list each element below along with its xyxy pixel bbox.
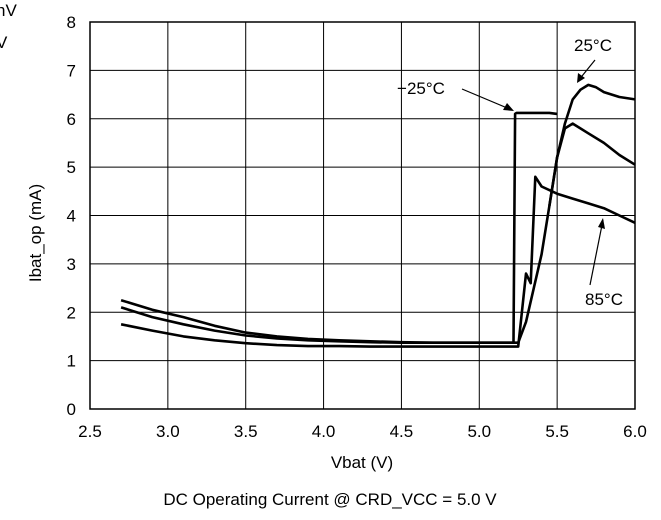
x-tick-label: 5.5 — [545, 422, 569, 441]
annotation-label-85: 85°C — [585, 290, 623, 309]
x-tick-label: 4.0 — [312, 422, 336, 441]
y-tick-label: 7 — [67, 61, 76, 80]
y-tick-label: 5 — [67, 158, 76, 177]
annotation-arrowhead-85 — [598, 218, 605, 229]
y-tick-label: 8 — [67, 13, 76, 32]
y-tick-label: 0 — [67, 400, 76, 419]
series-line — [548, 122, 636, 207]
x-tick-label: 3.5 — [234, 422, 258, 441]
x-tick-labels: 2.5 3.0 3.5 4.0 4.5 5.0 5.5 6.0 — [78, 422, 647, 441]
y-tick-label: 4 — [67, 207, 76, 226]
y-axis-title: Ibat_op (mA) — [26, 184, 45, 282]
annotation-label-minus25: −25°C — [397, 79, 445, 98]
series-lines — [120, 83, 636, 348]
annotation-arrowhead-25 — [577, 73, 585, 83]
edge-fragment-2: V — [0, 33, 8, 52]
y-tick-label: 1 — [67, 352, 76, 371]
chart-caption: DC Operating Current @ CRD_VCC = 5.0 V — [163, 490, 497, 509]
edge-fragment-1: nV — [0, 1, 17, 20]
series-line — [120, 111, 558, 345]
y-tick-label: 2 — [67, 303, 76, 322]
plot-frame — [89, 21, 636, 410]
y-tick-label: 3 — [67, 255, 76, 274]
series-line — [120, 83, 636, 345]
x-axis-title: Vbat (V) — [331, 453, 393, 472]
y-tick-labels: 0 1 2 3 4 5 6 7 8 — [67, 13, 76, 419]
x-tick-label: 4.5 — [390, 422, 414, 441]
x-tick-label: 6.0 — [623, 422, 647, 441]
grid — [89, 21, 636, 410]
annotation-label-25: 25°C — [574, 36, 612, 55]
annotation-arrowhead-minus25 — [503, 103, 514, 111]
x-tick-label: 2.5 — [78, 422, 102, 441]
series-line — [120, 175, 636, 348]
x-tick-label: 3.0 — [156, 422, 180, 441]
annotation-arrow-minus25 — [461, 88, 513, 111]
y-tick-label: 6 — [67, 110, 76, 129]
x-tick-label: 5.0 — [467, 422, 491, 441]
annotation-arrow-85 — [589, 219, 604, 286]
